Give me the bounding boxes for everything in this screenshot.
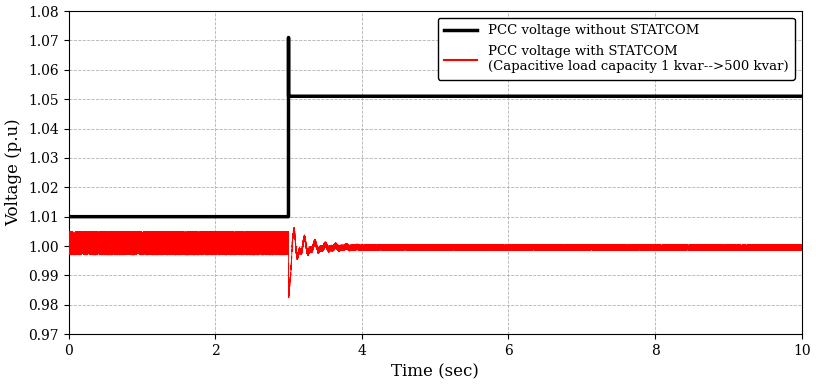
Line: PCC voltage without STATCOM: PCC voltage without STATCOM (69, 37, 801, 217)
PCC voltage with STATCOM (64, 244, 73, 249)
PCC voltage without STATCOM (743, 94, 752, 98)
PCC voltage with STATCOM (743, 242, 752, 247)
Y-axis label: Voltage (p.u): Voltage (p.u) (6, 119, 23, 227)
PCC voltage with STATCOM (662, 244, 672, 249)
X-axis label: Time (sec): Time (sec) (391, 364, 479, 381)
PCC voltage with STATCOM (449, 244, 459, 248)
PCC voltage with STATCOM (149, 233, 158, 237)
Legend: PCC voltage without STATCOM, PCC voltage with STATCOM
(Capacitive load capacity : PCC voltage without STATCOM, PCC voltage… (437, 18, 795, 80)
PCC voltage with STATCOM (796, 243, 806, 248)
PCC voltage with STATCOM (284, 295, 294, 300)
Line: PCC voltage with STATCOM: PCC voltage with STATCOM (69, 228, 801, 298)
PCC voltage with STATCOM (289, 225, 299, 230)
PCC voltage without STATCOM (662, 94, 672, 98)
PCC voltage without STATCOM (284, 35, 294, 40)
PCC voltage without STATCOM (64, 214, 73, 219)
PCC voltage with STATCOM (589, 244, 599, 249)
PCC voltage without STATCOM (449, 94, 459, 98)
PCC voltage with STATCOM (458, 248, 468, 253)
PCC voltage without STATCOM (149, 214, 158, 219)
PCC voltage without STATCOM (458, 94, 468, 98)
PCC voltage without STATCOM (796, 94, 806, 98)
PCC voltage without STATCOM (588, 94, 598, 98)
